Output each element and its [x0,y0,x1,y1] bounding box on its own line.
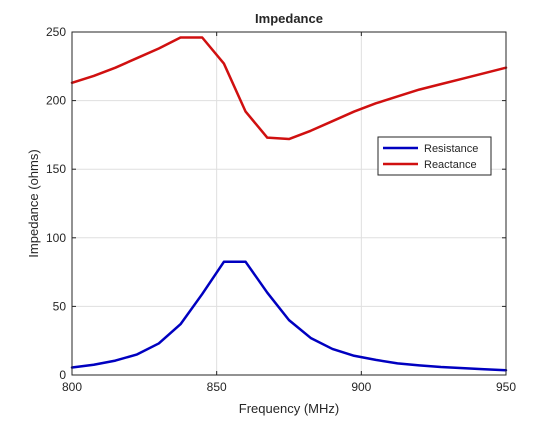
x-tick-label: 900 [351,380,371,394]
y-tick-label: 0 [59,368,66,382]
x-tick-label: 850 [207,380,227,394]
y-tick-label: 100 [46,231,66,245]
series-group [70,36,508,372]
plot-frame [71,31,507,376]
chart-title: Impedance [255,11,323,26]
y-tick-label: 150 [46,162,66,176]
x-tick-label: 950 [496,380,516,394]
legend: Resistance Reactance [377,136,492,176]
x-tick-label: 800 [62,380,82,394]
legend-label-resistance: Resistance [424,143,478,155]
y-tick-label: 250 [46,25,66,39]
y-axis-label: Impedance (ohms) [26,149,41,257]
legend-label-reactance: Reactance [424,159,477,171]
x-axis-label: Frequency (MHz) [239,401,339,416]
series-line-reactance [70,36,508,141]
ticks: 800 850 900 950 0 50 100 150 200 250 [46,25,516,394]
y-tick-label: 200 [46,94,66,108]
y-tick-label: 50 [53,299,67,313]
legend-box [377,136,492,176]
series-line-resistance [70,260,508,372]
